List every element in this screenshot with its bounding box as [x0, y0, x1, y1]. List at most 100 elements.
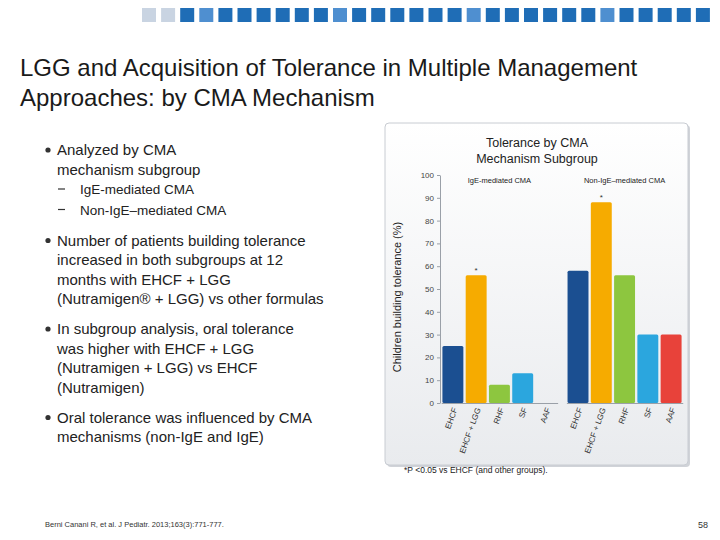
sub-bullet-dash	[58, 209, 65, 210]
y-axis: 0102030405060708090100	[421, 171, 441, 408]
banner-square	[505, 8, 519, 22]
banner-square	[276, 8, 290, 22]
x-tick-label: EHCF + LGG	[458, 407, 483, 455]
banner	[142, 8, 710, 22]
x-tick: AAF	[664, 403, 678, 424]
bar	[568, 271, 589, 403]
bar	[591, 202, 612, 403]
bar	[442, 346, 463, 403]
x-tick: EHCF + LGG	[458, 403, 483, 455]
bullet-text: Number of patients building tolerance	[57, 232, 305, 249]
banner-square	[562, 8, 576, 22]
x-tick-label: RHF	[617, 406, 631, 425]
group-label: Non-IgE–mediated CMA	[584, 176, 665, 185]
significance-marker: *	[600, 193, 603, 202]
banner-square	[238, 8, 252, 22]
y-tick-mark	[437, 266, 440, 267]
y-tick: 80	[425, 217, 440, 226]
banner-square	[543, 8, 557, 22]
banner-square	[199, 8, 213, 22]
y-tick-label: 100	[421, 171, 435, 180]
bar	[614, 275, 635, 403]
banner-square	[257, 8, 271, 22]
y-tick: 0	[430, 399, 440, 408]
banner-square	[600, 8, 614, 22]
y-tick-label: 20	[425, 353, 434, 362]
y-tick-mark	[437, 221, 440, 222]
y-tick-label: 10	[425, 376, 434, 385]
y-tick: 40	[425, 308, 440, 317]
bar	[536, 403, 557, 404]
sub-bullet-text: IgE-mediated CMA	[80, 182, 194, 197]
slide-title-line: LGG and Acquisition of Tolerance in Mult…	[20, 54, 638, 81]
banner-square	[524, 8, 538, 22]
bullet-text: Analyzed by CMA	[57, 141, 176, 158]
y-tick-mark	[437, 289, 440, 290]
chart-title-line: Tolerance by CMA	[486, 136, 589, 150]
x-tick-label: AAF	[664, 406, 678, 424]
chart-title-line: Mechanism Subgroup	[476, 152, 598, 166]
y-tick: 50	[425, 285, 440, 294]
bar	[489, 385, 510, 403]
bullet-dot	[45, 326, 50, 331]
banner-square	[448, 8, 462, 22]
slide-title: LGG and Acquisition of Tolerance in Mult…	[20, 54, 638, 111]
banner-square	[696, 8, 710, 22]
slide: LGG and Acquisition of Tolerance in Mult…	[0, 0, 720, 540]
y-tick: 90	[425, 194, 440, 203]
bar	[466, 275, 487, 403]
x-axis: EHCFEHCF + LGG RHF SF AAF	[442, 403, 558, 455]
banner-square	[352, 8, 366, 22]
bar	[637, 335, 658, 403]
x-tick-label: EHCF	[443, 406, 459, 430]
banner-square	[486, 8, 500, 22]
significance-marker: *	[475, 266, 478, 275]
banner-square	[467, 8, 481, 22]
y-tick-label: 50	[425, 285, 434, 294]
banner-square	[620, 8, 634, 22]
bullet-text: (Nutramigen® + LGG) vs other formulas	[57, 290, 324, 307]
bar-group	[568, 202, 682, 403]
bullet-dot	[45, 147, 50, 152]
y-tick: 100	[421, 171, 440, 180]
banner-square	[677, 8, 691, 22]
y-tick-mark	[437, 175, 440, 176]
x-tick: RHF	[492, 403, 506, 425]
bullet-text: mechanisms (non-IgE and IgE)	[57, 428, 264, 445]
y-tick-label: 60	[425, 262, 434, 271]
y-tick-mark	[437, 357, 440, 358]
y-tick-mark	[437, 380, 440, 381]
x-tick-label: AAF	[539, 406, 553, 424]
banner-square	[429, 8, 443, 22]
y-axis-line	[440, 176, 441, 404]
banner-square	[295, 8, 309, 22]
banner-square	[180, 8, 194, 22]
footnote: *P <0.05 vs EHCF (and other groups).	[404, 465, 548, 475]
banner-square	[658, 8, 672, 22]
chart-panel	[385, 123, 688, 465]
y-tick-label: 80	[425, 217, 434, 226]
y-tick: 60	[425, 262, 440, 271]
banner-square	[371, 8, 385, 22]
group-label: IgE-mediated CMA	[468, 176, 531, 185]
bar	[661, 335, 682, 403]
y-tick: 30	[425, 331, 440, 340]
banner-square	[333, 8, 347, 22]
y-tick-mark	[437, 312, 440, 313]
bullet-text: increased in both subgroups at 12	[57, 251, 283, 268]
x-tick-label: EHCF + LGG	[583, 407, 608, 455]
x-tick: AAF	[539, 403, 553, 424]
x-axis-line	[567, 403, 683, 404]
bullet-text: was higher with EHCF + LGG	[56, 340, 254, 357]
y-tick-mark	[437, 243, 440, 244]
bullet-text: mechanism subgroup	[57, 161, 200, 178]
bar-group	[442, 275, 533, 403]
x-tick: EHCF	[569, 403, 585, 430]
y-tick-label: 30	[425, 331, 434, 340]
chart-title: Tolerance by CMA Mechanism Subgroup	[476, 136, 598, 166]
bullet-dot	[45, 238, 50, 243]
banner-square	[390, 8, 404, 22]
x-tick-label: EHCF	[569, 406, 585, 430]
banner-square	[161, 8, 175, 22]
x-tick: SF	[517, 403, 529, 419]
